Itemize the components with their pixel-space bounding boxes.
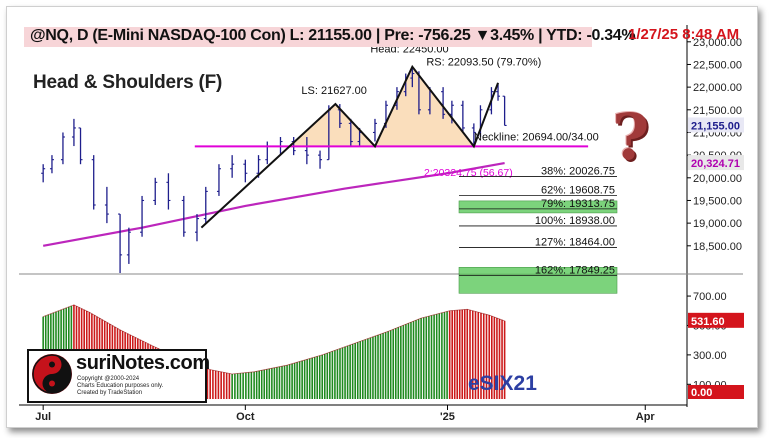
- fib-level-label: 38%: 20026.75: [541, 166, 615, 178]
- price-tick-label: 22,000.00: [693, 82, 742, 94]
- pattern-fill: [289, 66, 474, 147]
- logo-education: Charts Education purposes only.: [77, 383, 164, 389]
- moving-average-line: [42, 161, 505, 247]
- time-tick-label: Jul: [35, 411, 51, 423]
- price-tick-label: 19,000.00: [693, 218, 742, 230]
- time-tick-label: Apr: [636, 411, 656, 423]
- watermark-label: eSIX21: [468, 372, 537, 395]
- osc-zero-tag-text: 0.00: [691, 387, 712, 399]
- header-bar: [24, 27, 592, 47]
- price-tick-label: 20,000.00: [693, 173, 742, 185]
- fib-level-label: 162%: 17849.25: [535, 264, 615, 276]
- last-price-tag: [688, 117, 744, 133]
- ma-value-label: 2:20324.75 (56.67): [424, 167, 513, 179]
- datetime-label: 1/27/25 8:48 AM: [628, 26, 740, 43]
- osc-tick-label: 300.00: [693, 350, 727, 362]
- logo-created: Created by TradeStation: [77, 390, 143, 396]
- osc-last-tag-text: 531.60: [691, 316, 725, 328]
- question-mark-icon: ?: [612, 100, 650, 175]
- ma-value-tag-text: 20,324.71: [691, 158, 740, 170]
- last-price-tag-text: 21,155.00: [691, 120, 740, 132]
- logo-brand: suriNotes.com: [76, 352, 210, 374]
- price-tick-label: 23,000.00: [693, 37, 742, 49]
- brand-logo: suriNotes.com Copyright @2000-2024 Chart…: [27, 349, 210, 403]
- time-tick-label: '25: [440, 411, 455, 423]
- price-tick-label: 19,500.00: [693, 195, 742, 207]
- time-tick-label: Oct: [236, 411, 255, 423]
- fib-level-label: 79%: 19313.75: [541, 198, 615, 210]
- neckline-label: Neckline: 20694.00/34.00: [474, 131, 599, 143]
- pattern-line: [200, 64, 499, 229]
- right-shoulder-label: RS: 22093.50 (79.70%): [426, 57, 541, 69]
- symbol-header: @NQ, D (E-Mini NASDAQ-100 Con) L: 21155.…: [30, 27, 636, 44]
- osc-last-tag: [688, 312, 744, 328]
- fib-level-label: 62%: 19608.75: [541, 185, 615, 197]
- price-tick-label: 22,500.00: [693, 59, 742, 71]
- pattern-title: Head & Shoulders (F): [33, 72, 223, 93]
- logo-copyright: Copyright @2000-2024: [77, 376, 140, 382]
- ma-value-tag: [688, 155, 744, 171]
- price-tick-label: 18,500.00: [693, 241, 742, 253]
- fib-highlight: [458, 267, 618, 294]
- left-shoulder-label: LS: 21627.00: [301, 85, 366, 97]
- price-tick-label: 21,500.00: [693, 105, 742, 117]
- osc-tick-label: 700.00: [693, 291, 727, 303]
- fib-level-label: 100%: 18938.00: [535, 215, 615, 227]
- osc-zero-tag: [688, 385, 744, 399]
- yin-yang-icon: [32, 354, 72, 394]
- fib-highlight: [458, 200, 618, 214]
- osc-outline: [43, 304, 505, 375]
- fib-level-label: 127%: 18464.00: [535, 236, 615, 248]
